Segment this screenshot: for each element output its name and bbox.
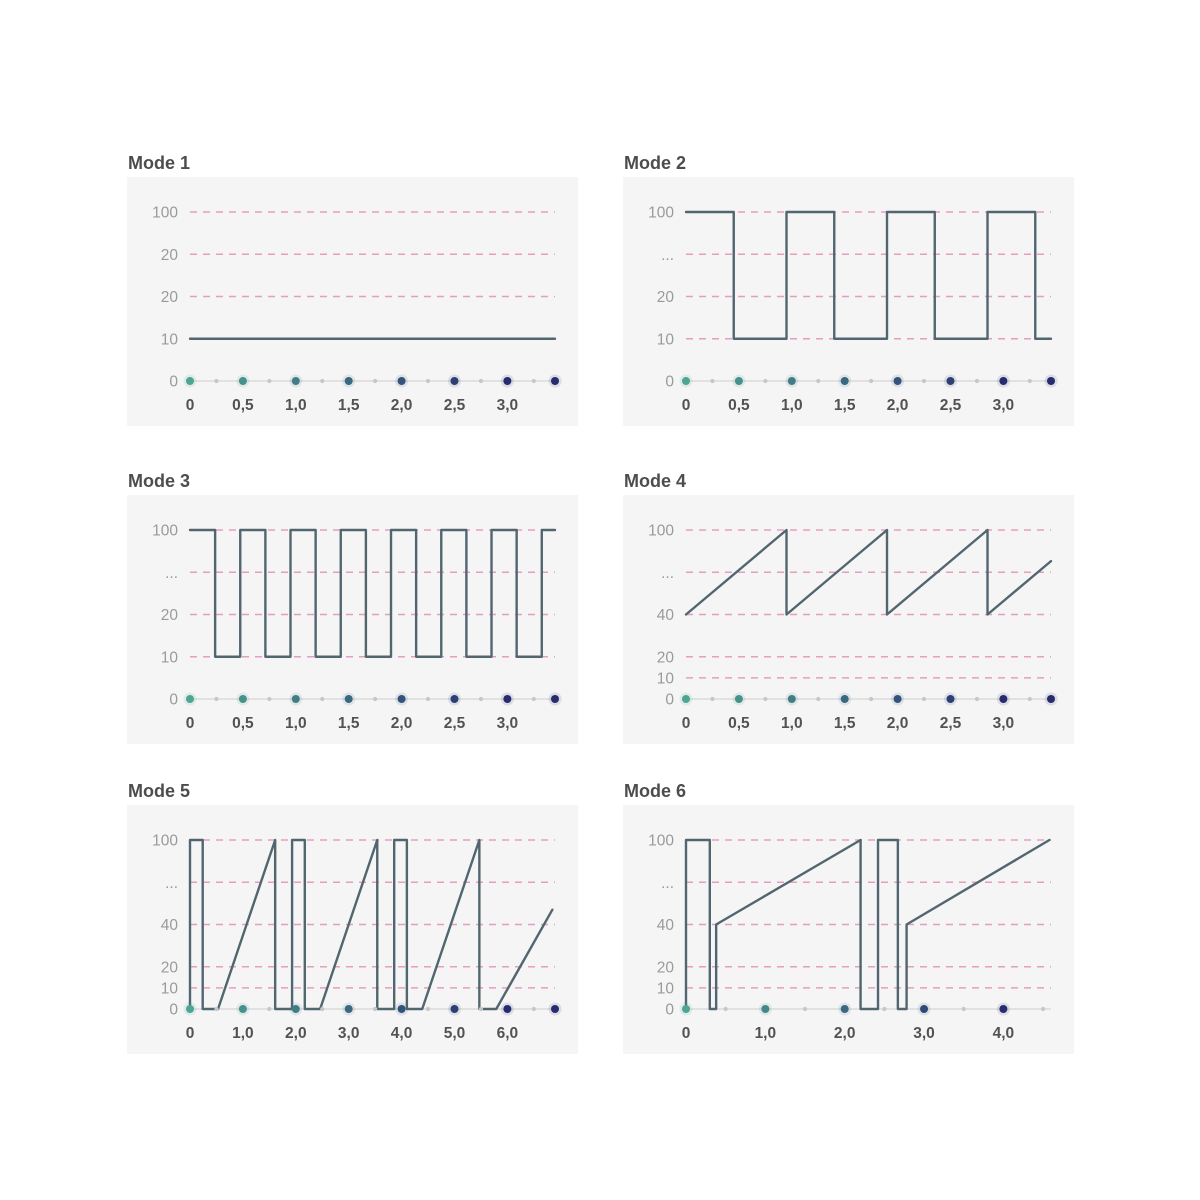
svg-text:40: 40: [657, 607, 675, 624]
svg-text:0: 0: [665, 692, 674, 709]
svg-text:20: 20: [657, 959, 675, 976]
svg-text:10: 10: [657, 980, 675, 997]
svg-text:1,0: 1,0: [285, 397, 307, 414]
svg-text:2,0: 2,0: [834, 1025, 856, 1042]
svg-text:2,0: 2,0: [887, 715, 909, 732]
svg-text:1,0: 1,0: [781, 397, 803, 414]
svg-text:1,0: 1,0: [755, 1025, 777, 1042]
svg-text:100: 100: [152, 205, 178, 222]
svg-text:2,0: 2,0: [391, 715, 413, 732]
svg-text:0: 0: [169, 1002, 178, 1019]
svg-text:0,5: 0,5: [728, 397, 750, 414]
svg-text:5,0: 5,0: [444, 1025, 466, 1042]
svg-text:1,0: 1,0: [781, 715, 803, 732]
svg-text:3,0: 3,0: [993, 397, 1015, 414]
svg-text:20: 20: [657, 649, 675, 666]
svg-text:0: 0: [682, 397, 691, 414]
svg-text:6,0: 6,0: [497, 1025, 519, 1042]
svg-text:100: 100: [648, 523, 674, 540]
svg-text:20: 20: [161, 959, 179, 976]
svg-text:2,0: 2,0: [887, 397, 909, 414]
svg-text:10: 10: [657, 670, 675, 687]
svg-text:4,0: 4,0: [993, 1025, 1015, 1042]
svg-text:...: ...: [165, 875, 178, 892]
svg-text:0: 0: [682, 715, 691, 732]
svg-text:10: 10: [161, 331, 179, 348]
svg-text:0: 0: [169, 692, 178, 709]
svg-text:0: 0: [665, 1002, 674, 1019]
svg-text:2,5: 2,5: [444, 715, 466, 732]
svg-text:2,0: 2,0: [285, 1025, 307, 1042]
svg-text:4,0: 4,0: [391, 1025, 413, 1042]
svg-text:0: 0: [186, 715, 195, 732]
svg-text:0: 0: [682, 1025, 691, 1042]
svg-text:20: 20: [161, 289, 179, 306]
svg-text:3,0: 3,0: [338, 1025, 360, 1042]
svg-text:0,5: 0,5: [232, 397, 254, 414]
svg-text:1,5: 1,5: [834, 715, 856, 732]
svg-text:...: ...: [165, 565, 178, 582]
svg-text:10: 10: [161, 649, 179, 666]
svg-text:3,0: 3,0: [497, 397, 519, 414]
svg-text:1,0: 1,0: [285, 715, 307, 732]
svg-text:1,5: 1,5: [834, 397, 856, 414]
svg-text:0: 0: [186, 397, 195, 414]
svg-text:20: 20: [161, 247, 179, 264]
svg-text:100: 100: [648, 205, 674, 222]
svg-text:40: 40: [161, 917, 179, 934]
svg-text:10: 10: [161, 980, 179, 997]
svg-text:2,5: 2,5: [940, 397, 962, 414]
svg-text:...: ...: [661, 565, 674, 582]
svg-text:3,0: 3,0: [993, 715, 1015, 732]
svg-text:3,0: 3,0: [497, 715, 519, 732]
svg-text:0,5: 0,5: [232, 715, 254, 732]
svg-text:2,5: 2,5: [940, 715, 962, 732]
svg-text:0: 0: [169, 374, 178, 391]
svg-text:100: 100: [152, 833, 178, 850]
svg-text:1,5: 1,5: [338, 715, 360, 732]
svg-text:0: 0: [665, 374, 674, 391]
svg-text:2,0: 2,0: [391, 397, 413, 414]
svg-text:100: 100: [152, 523, 178, 540]
svg-text:20: 20: [161, 607, 179, 624]
svg-text:2,5: 2,5: [444, 397, 466, 414]
svg-text:0,5: 0,5: [728, 715, 750, 732]
svg-text:0: 0: [186, 1025, 195, 1042]
svg-text:10: 10: [657, 331, 675, 348]
svg-text:100: 100: [648, 833, 674, 850]
svg-text:20: 20: [657, 289, 675, 306]
svg-text:...: ...: [661, 247, 674, 264]
svg-text:1,5: 1,5: [338, 397, 360, 414]
svg-text:40: 40: [657, 917, 675, 934]
svg-text:...: ...: [661, 875, 674, 892]
svg-text:3,0: 3,0: [913, 1025, 935, 1042]
svg-text:1,0: 1,0: [232, 1025, 254, 1042]
